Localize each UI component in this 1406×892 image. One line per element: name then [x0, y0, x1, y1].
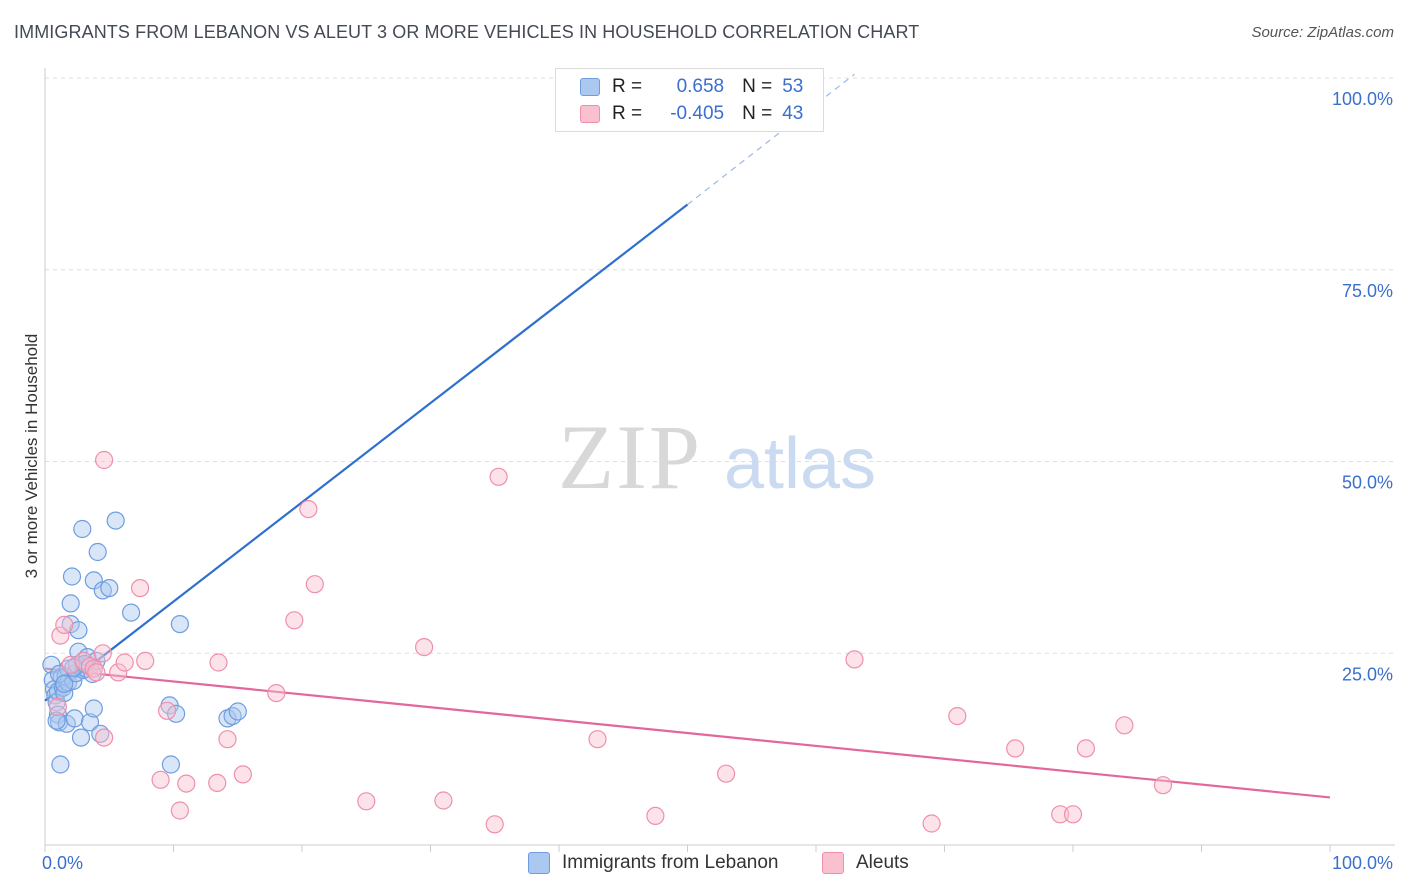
trend-lines	[44, 73, 1331, 799]
point-aleuts	[299, 500, 318, 519]
legend-row-lebanon: R = 0.658 N = 53	[580, 74, 803, 100]
x-tick-label: 100.0%	[1332, 853, 1393, 873]
y-tick-label: 75.0%	[1342, 281, 1393, 301]
legend-swatch-aleuts	[580, 105, 600, 123]
point-aleuts	[93, 644, 112, 663]
y-tick-label: 100.0%	[1332, 89, 1393, 109]
point-aleuts	[1115, 716, 1134, 735]
point-aleuts	[233, 765, 252, 784]
point-lebanon	[55, 674, 74, 694]
watermark: ZIP atlas	[558, 406, 876, 508]
point-aleuts	[1006, 739, 1025, 758]
point-aleuts	[415, 637, 434, 657]
legend-row-aleuts: R = -0.405 N = 43	[580, 101, 803, 127]
r-value: -0.405	[670, 103, 725, 124]
point-lebanon	[73, 519, 92, 539]
point-lebanon	[170, 614, 189, 634]
y-tick-label: 25.0%	[1342, 664, 1393, 684]
point-aleuts	[646, 806, 665, 826]
source-label: Source: ZipAtlas.com	[1251, 24, 1394, 41]
point-lebanon	[122, 603, 141, 622]
point-lebanon	[228, 702, 247, 721]
point-aleuts	[87, 663, 106, 682]
point-aleuts	[489, 467, 508, 486]
point-aleuts	[55, 615, 74, 635]
point-aleuts	[109, 663, 128, 682]
point-lebanon	[80, 713, 100, 732]
point-aleuts	[177, 774, 196, 793]
point-aleuts	[115, 653, 134, 672]
point-aleuts	[485, 815, 504, 834]
point-aleuts	[51, 626, 70, 645]
point-lebanon	[65, 709, 84, 728]
legend-swatch-lebanon	[528, 852, 550, 874]
point-aleuts	[716, 764, 736, 783]
y-tick-label: 50.0%	[1342, 473, 1393, 493]
point-aleuts	[136, 651, 155, 671]
point-aleuts	[170, 801, 189, 820]
legend-item-aleuts[interactable]: Aleuts	[822, 852, 909, 874]
point-lebanon	[88, 542, 107, 562]
legend-label-lebanon: Immigrants from Lebanon	[562, 852, 779, 873]
point-aleuts	[208, 773, 227, 793]
point-aleuts	[151, 770, 170, 789]
r-label: R =	[612, 103, 643, 124]
axes	[44, 68, 1395, 852]
point-lebanon	[51, 755, 70, 774]
r-value: 0.658	[676, 76, 725, 97]
point-aleuts	[209, 653, 228, 672]
n-label: N =	[742, 76, 773, 97]
point-aleuts	[218, 730, 237, 749]
legend-swatch-aleuts	[822, 852, 844, 874]
point-lebanon	[100, 578, 119, 598]
point-aleuts	[1153, 776, 1173, 795]
point-aleuts	[922, 814, 941, 833]
x-tick-label: 0.0%	[42, 853, 83, 873]
point-aleuts	[1063, 805, 1083, 824]
point-lebanon	[106, 511, 125, 530]
point-lebanon	[62, 567, 82, 586]
watermark-zip: ZIP	[558, 406, 702, 508]
legend-swatch-lebanon	[580, 78, 600, 96]
point-aleuts	[434, 791, 453, 810]
trend-line-aleuts	[44, 667, 1331, 799]
point-lebanon	[47, 711, 66, 730]
watermark-atlas: atlas	[724, 424, 876, 504]
point-lebanon	[84, 699, 103, 718]
correlation-legend: R = 0.658 N = 53 R = -0.405 N = 43	[555, 68, 824, 132]
point-lebanon	[161, 755, 180, 774]
point-aleuts	[131, 578, 150, 598]
point-aleuts	[267, 683, 286, 703]
n-value: 43	[782, 103, 804, 124]
n-label: N =	[742, 103, 773, 124]
point-aleuts	[285, 611, 304, 630]
tick-labels: 25.0% 50.0% 75.0% 100.0% 0.0% 100.0%	[42, 89, 1393, 873]
r-label: R =	[612, 76, 643, 97]
point-aleuts	[1076, 739, 1096, 758]
point-aleuts	[357, 792, 376, 811]
trend-extension-lebanon	[687, 73, 855, 206]
n-value: 53	[782, 76, 804, 97]
point-aleuts	[305, 575, 324, 594]
data-points	[42, 450, 1173, 834]
legend-label-aleuts: Aleuts	[856, 852, 909, 873]
grid-lines	[45, 77, 1395, 654]
point-aleuts	[94, 450, 114, 470]
point-lebanon	[71, 728, 91, 747]
point-aleuts	[158, 701, 177, 720]
trend-line-lebanon	[44, 203, 689, 702]
point-aleuts	[588, 730, 607, 749]
point-aleuts	[845, 650, 864, 669]
point-aleuts	[94, 728, 114, 747]
point-lebanon	[84, 571, 103, 590]
series-legend: Immigrants from Lebanon Aleuts	[0, 852, 1406, 878]
point-lebanon	[69, 621, 88, 640]
point-aleuts	[948, 706, 967, 726]
point-lebanon	[61, 594, 80, 613]
legend-item-lebanon[interactable]: Immigrants from Lebanon	[528, 852, 779, 874]
point-aleuts	[48, 697, 68, 717]
chart-title: IMMIGRANTS FROM LEBANON VS ALEUT 3 OR MO…	[14, 22, 920, 42]
point-aleuts	[1051, 805, 1070, 824]
